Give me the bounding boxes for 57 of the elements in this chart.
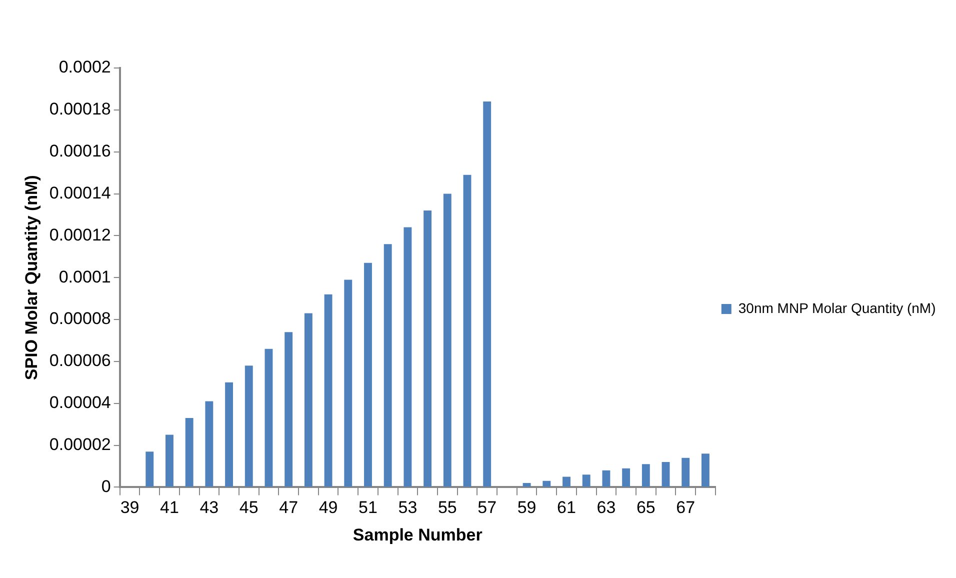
bar [542, 480, 551, 487]
x-tick-label: 47 [279, 498, 298, 518]
bar [443, 194, 452, 487]
x-tick-label: 59 [517, 498, 536, 518]
bar [404, 227, 412, 487]
bar [185, 418, 194, 487]
bar [463, 174, 472, 487]
x-tick-label: 41 [160, 498, 179, 518]
y-axis-title: SPIO Molar Quantity (nM) [22, 175, 41, 380]
x-tick-label: 61 [557, 498, 576, 518]
bar [324, 294, 332, 487]
x-tick-label: 45 [239, 498, 258, 518]
bar [642, 464, 650, 487]
y-tick-label: 0 [101, 476, 111, 496]
bar [622, 468, 630, 487]
x-tick-label: 49 [318, 498, 338, 518]
bar [662, 462, 670, 487]
y-tick-label: 0.00002 [49, 434, 111, 454]
bar [562, 476, 570, 487]
bar [344, 280, 352, 487]
x-tick-label: 43 [200, 498, 219, 518]
bar [582, 474, 590, 487]
y-tick-label: 0.00016 [49, 142, 111, 161]
x-tick-label: 57 [478, 498, 497, 518]
x-tick-label: 67 [676, 498, 696, 518]
bar [602, 470, 610, 487]
x-tick-label: 53 [398, 498, 418, 518]
bar [364, 262, 372, 487]
bar [384, 244, 392, 487]
x-tick-label: 65 [636, 498, 656, 518]
y-tick-label: 0.00004 [49, 393, 111, 412]
x-tick-label: 39 [120, 498, 140, 518]
bar [146, 452, 154, 487]
bar [284, 332, 293, 487]
legend-label: 30nm MNP Molar Quantity (nM) [738, 300, 936, 316]
bar [304, 313, 312, 487]
y-tick-label: 0.00012 [49, 225, 111, 244]
bar [166, 434, 174, 487]
bar [483, 102, 492, 487]
x-tick-label: 51 [358, 498, 378, 518]
bar [702, 454, 710, 487]
y-tick-label: 0.00014 [49, 183, 111, 202]
y-tick-label: 0.00008 [49, 309, 111, 328]
bar [682, 458, 690, 487]
bar [205, 401, 214, 487]
bar [522, 483, 531, 487]
x-tick-label: 55 [438, 498, 457, 518]
x-tick-label: 63 [596, 498, 616, 518]
bar [264, 348, 273, 487]
bar [225, 382, 234, 487]
y-tick-label: 0.00006 [49, 351, 111, 370]
x-axis-title: Sample Number [352, 525, 483, 544]
y-tick-label: 0.0002 [58, 58, 111, 77]
y-tick-label: 0.00018 [49, 100, 111, 119]
bar [424, 210, 432, 487]
bar [244, 366, 253, 487]
y-tick-label: 0.0001 [58, 267, 111, 286]
